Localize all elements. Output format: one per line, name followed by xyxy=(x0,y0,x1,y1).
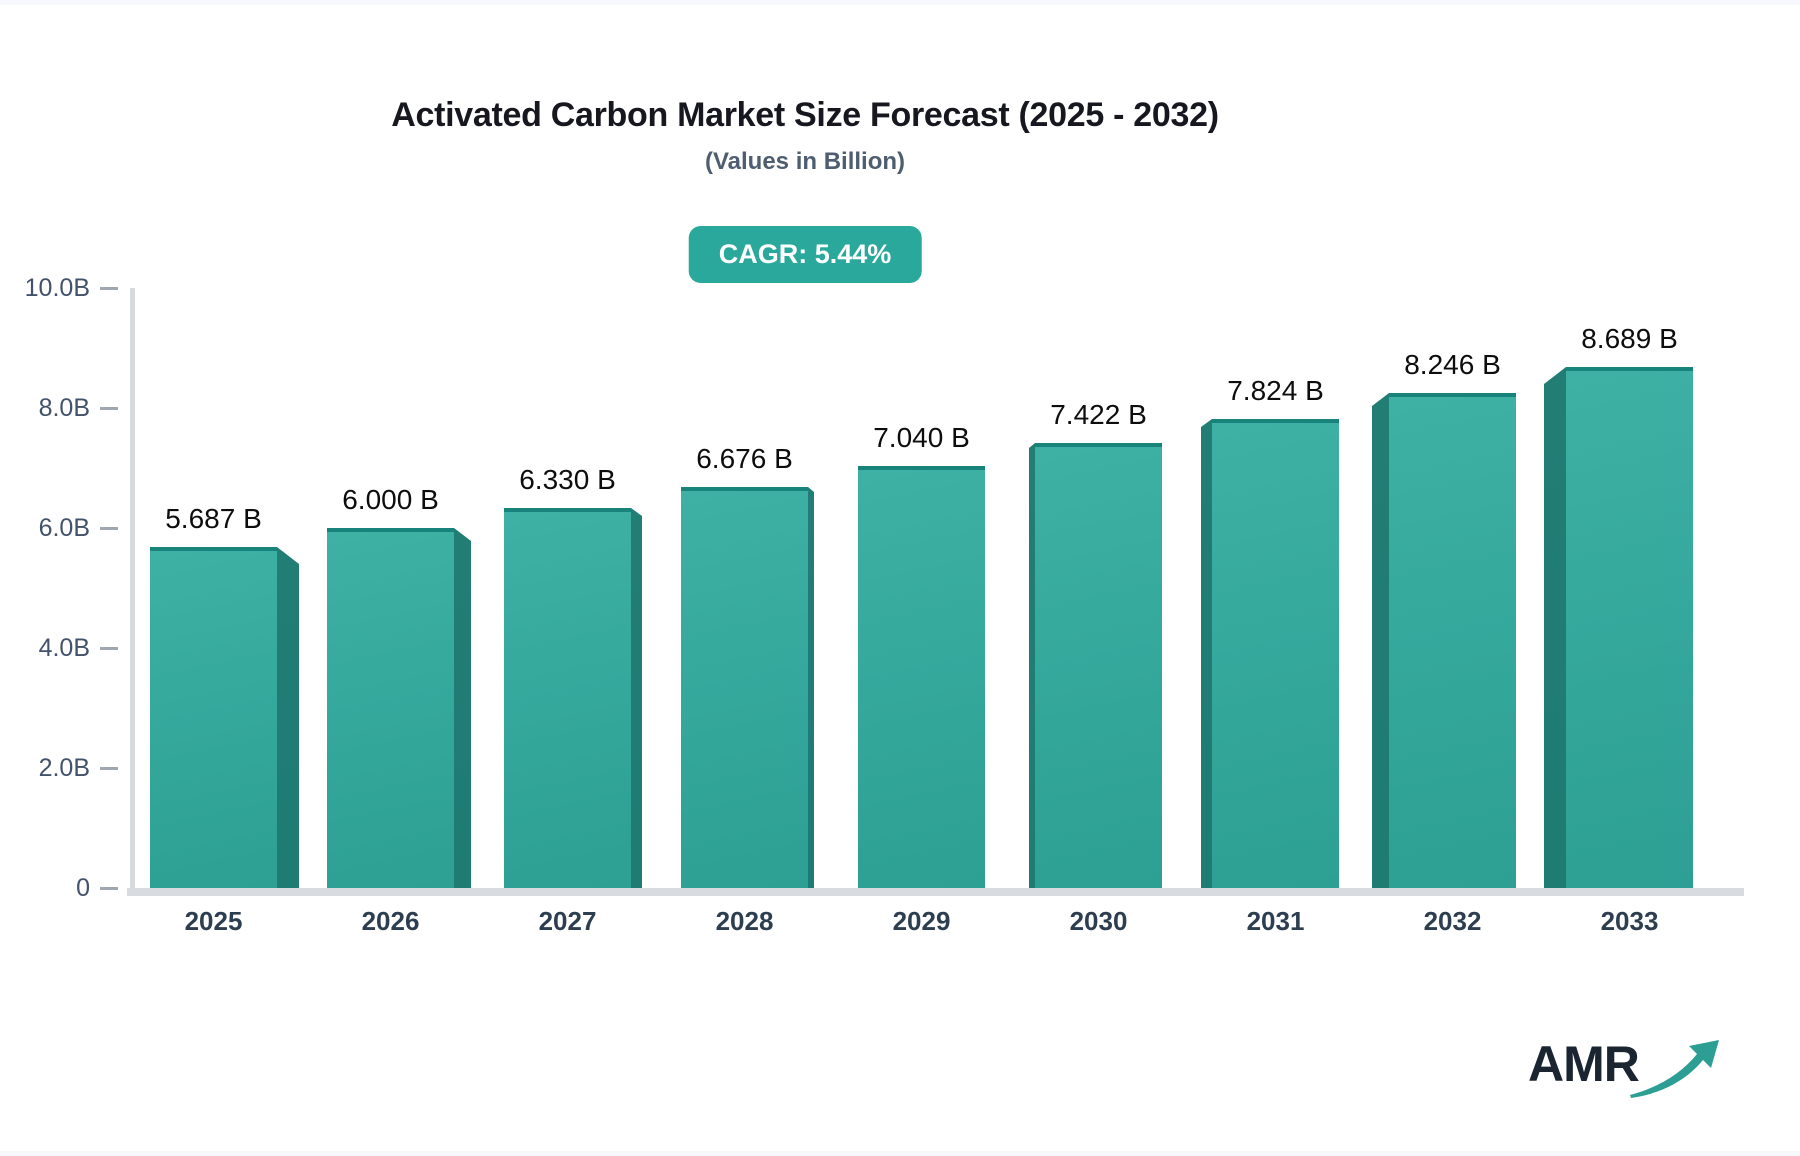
bar-2026 xyxy=(327,528,454,888)
bar-2030 xyxy=(1035,443,1162,888)
x-axis-label-2030: 2030 xyxy=(1069,906,1128,936)
bar-slot-2027: 6.330 B 2027 xyxy=(479,288,656,936)
bar-side-face xyxy=(454,528,471,888)
y-axis-label: 2.0B xyxy=(38,754,90,782)
y-axis-label: 6.0B xyxy=(38,514,90,542)
bar-side-face xyxy=(1544,367,1566,888)
bar-slot-2026: 6.000 B 2026 xyxy=(302,288,479,936)
x-axis-label-2031: 2031 xyxy=(1246,906,1305,936)
y-axis-line xyxy=(130,288,135,888)
bar-side-face xyxy=(1201,419,1212,888)
x-axis-label-2027: 2027 xyxy=(538,906,597,936)
cagr-badge: CAGR: 5.44% xyxy=(688,226,922,283)
x-axis-label-2026: 2026 xyxy=(361,906,420,936)
growth-arrow-icon xyxy=(1629,1038,1729,1109)
bar-slot-2032: 8.246 B 2032 xyxy=(1364,288,1541,936)
x-axis-label-2028: 2028 xyxy=(715,906,774,936)
bar-side-face xyxy=(631,508,642,888)
y-tick xyxy=(100,647,118,650)
bar-slot-2030: 7.422 B 2030 xyxy=(1010,288,1187,936)
x-axis-label-2025: 2025 xyxy=(184,906,243,936)
bar-value-label: 7.040 B xyxy=(873,422,970,453)
bar-2028 xyxy=(681,487,808,888)
bar-2025 xyxy=(150,547,277,888)
chart-subtitle: (Values in Billion) xyxy=(704,148,906,175)
x-axis-label-2032: 2032 xyxy=(1423,906,1482,936)
bar-2032 xyxy=(1389,393,1516,888)
amr-logo: AMR xyxy=(1528,1036,1729,1109)
bar-2033 xyxy=(1566,367,1693,888)
y-axis-label: 10.0B xyxy=(24,274,90,302)
bar-value-label: 8.689 B xyxy=(1581,323,1678,354)
chart-title: Activated Carbon Market Size Forecast (2… xyxy=(391,96,1219,134)
bar-slot-2028: 6.676 B 2028 xyxy=(656,288,833,936)
x-axis-label-2029: 2029 xyxy=(892,906,951,936)
bar-value-label: 7.824 B xyxy=(1227,375,1324,406)
top-edge-strip xyxy=(0,0,1800,5)
y-tick xyxy=(100,527,118,530)
y-tick xyxy=(100,887,118,890)
bar-side-face xyxy=(277,547,299,888)
bar-slot-2025: 5.687 B 2025 xyxy=(125,288,302,936)
y-axis-label: 4.0B xyxy=(38,634,90,662)
amr-logo-text: AMR xyxy=(1528,1036,1640,1092)
x-axis-baseline xyxy=(127,888,1744,896)
y-tick xyxy=(100,767,118,770)
x-axis-label-2033: 2033 xyxy=(1600,906,1659,936)
bar-2029 xyxy=(858,466,985,888)
bar-slot-2033: 8.689 B 2033 xyxy=(1541,288,1718,936)
bar-slot-2031: 7.824 B 2031 xyxy=(1187,288,1364,936)
y-axis-label: 0 xyxy=(76,874,90,902)
bar-2027 xyxy=(504,508,631,888)
bar-value-label: 6.000 B xyxy=(342,484,439,515)
bar-value-label: 5.687 B xyxy=(165,503,262,534)
bar-value-label: 6.676 B xyxy=(696,443,793,474)
bar-slot-2029: 7.040 B 2029 xyxy=(833,288,1010,936)
bottom-edge-strip xyxy=(0,1151,1800,1156)
bar-side-face xyxy=(1029,443,1035,888)
bar-side-face xyxy=(1372,393,1389,888)
y-tick xyxy=(100,407,118,410)
y-axis-label: 8.0B xyxy=(38,394,90,422)
bar-side-face xyxy=(808,487,814,888)
bar-2031 xyxy=(1212,419,1339,888)
bar-value-label: 7.422 B xyxy=(1050,399,1147,430)
bar-value-label: 6.330 B xyxy=(519,464,616,495)
y-tick xyxy=(100,287,118,290)
bar-value-label: 8.246 B xyxy=(1404,349,1501,380)
